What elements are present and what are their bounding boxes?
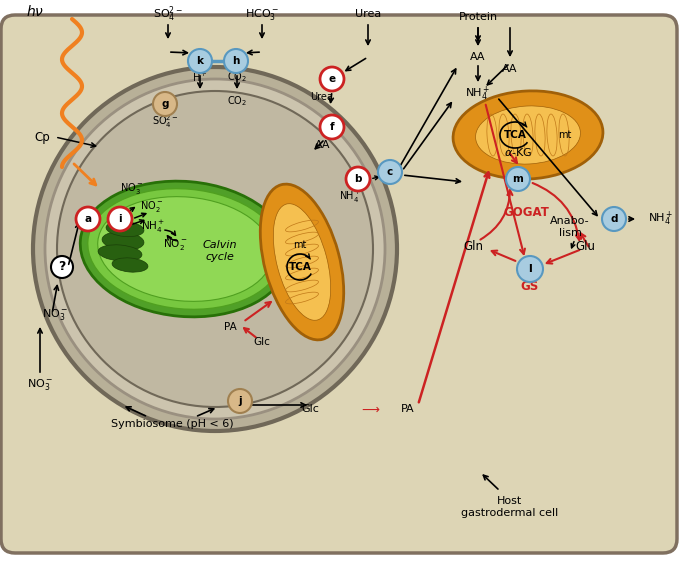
Ellipse shape [260,184,344,340]
Circle shape [602,207,626,231]
Circle shape [153,92,177,116]
Text: TCA: TCA [503,130,527,140]
Text: AA: AA [315,140,330,150]
Circle shape [57,91,373,407]
Text: PA: PA [401,404,415,414]
Text: c: c [387,167,393,177]
Circle shape [506,167,530,191]
Ellipse shape [98,245,142,261]
Text: AA: AA [470,52,486,62]
Text: SO$_4^{2-}$: SO$_4^{2-}$ [153,4,183,24]
Text: NH$_4^+$: NH$_4^+$ [648,210,673,228]
FancyBboxPatch shape [1,15,677,553]
Ellipse shape [453,91,603,179]
Text: e: e [328,74,336,84]
Ellipse shape [88,189,282,310]
Circle shape [346,167,370,191]
Text: NH$_4^+$: NH$_4^+$ [141,219,165,235]
Text: NO$_3^-$: NO$_3^-$ [42,307,68,321]
Text: TCA: TCA [288,262,312,272]
Text: Glu: Glu [575,240,595,253]
Circle shape [228,389,252,413]
Text: $h\nu$: $h\nu$ [26,5,44,19]
Text: Symbiosome (pH < 6): Symbiosome (pH < 6) [111,419,234,429]
Text: Gln: Gln [463,240,483,253]
Circle shape [320,67,344,91]
Text: NO$_2^-$: NO$_2^-$ [140,200,164,214]
Text: i: i [119,214,122,224]
Ellipse shape [98,197,272,302]
Text: ?: ? [58,260,66,273]
Text: mt: mt [293,240,307,250]
Text: NH$_4^+$: NH$_4^+$ [339,189,361,205]
Text: b: b [354,174,362,184]
Text: Glc: Glc [301,404,319,414]
Ellipse shape [106,221,144,236]
Text: NO$_3^-$: NO$_3^-$ [27,378,53,392]
Circle shape [51,256,73,278]
Text: SO$_4^{2-}$: SO$_4^{2-}$ [151,113,178,130]
Circle shape [517,256,543,282]
Text: Protein: Protein [458,12,497,22]
Text: Urea: Urea [355,9,381,19]
Text: GS: GS [521,281,539,294]
Ellipse shape [112,258,148,272]
Circle shape [76,207,100,231]
Text: f: f [329,122,334,132]
Text: k: k [197,56,203,66]
Text: g: g [161,99,169,109]
Text: PA: PA [223,322,236,332]
Text: d: d [610,214,618,224]
Text: NH$_4^+$: NH$_4^+$ [465,85,490,103]
Circle shape [224,49,248,73]
Ellipse shape [80,181,290,317]
Text: $\longrightarrow$: $\longrightarrow$ [359,403,381,416]
Text: Calvin
cycle: Calvin cycle [203,240,237,262]
Circle shape [188,49,212,73]
Text: m: m [512,174,523,184]
Ellipse shape [475,106,580,164]
Text: NO$_3^-$: NO$_3^-$ [120,181,143,197]
Text: l: l [528,264,532,274]
Text: j: j [238,396,242,406]
Text: $\alpha$-KG: $\alpha$-KG [504,146,532,158]
Text: Cp: Cp [34,130,50,143]
Ellipse shape [273,204,331,320]
Circle shape [320,115,344,139]
Text: mt: mt [558,130,572,140]
Text: Host
gastrodermal cell: Host gastrodermal cell [462,496,559,518]
Text: AA: AA [502,64,518,74]
Text: HCO$_3^-$: HCO$_3^-$ [245,6,279,22]
Text: CO$_2$: CO$_2$ [227,94,247,108]
Circle shape [45,79,385,419]
Circle shape [33,67,397,431]
Text: h: h [232,56,240,66]
Text: H$^+$: H$^+$ [192,70,208,83]
Ellipse shape [102,232,144,250]
Text: Anabo-
lism: Anabo- lism [550,216,590,238]
Text: Glc: Glc [253,337,271,347]
Circle shape [108,207,132,231]
Text: NO$_2^-$: NO$_2^-$ [162,238,188,252]
Text: Urea: Urea [310,92,334,102]
Text: a: a [84,214,92,224]
Text: GOGAT: GOGAT [503,205,549,218]
Circle shape [378,160,402,184]
Text: CO$_2$: CO$_2$ [227,70,247,84]
